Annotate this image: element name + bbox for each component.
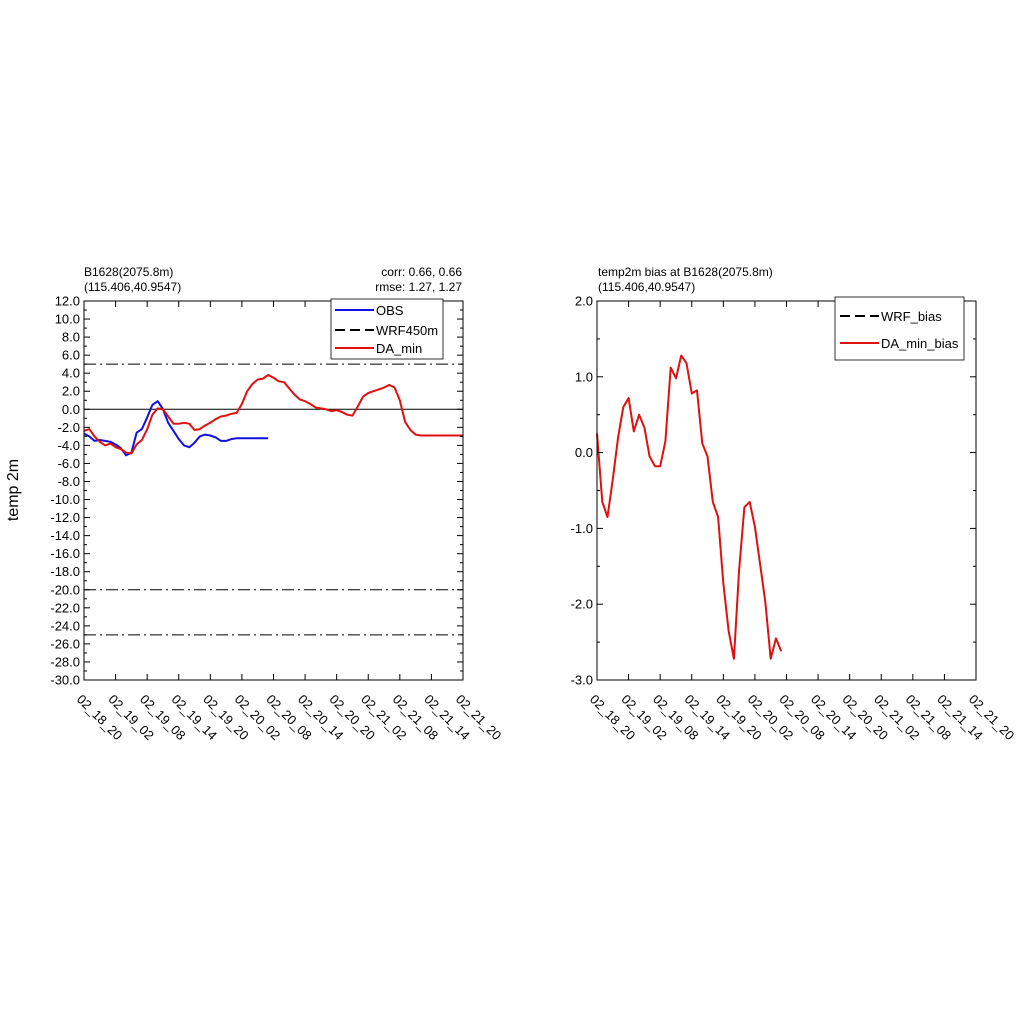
series-da-min-bias <box>596 354 783 660</box>
series-da-min <box>83 374 463 455</box>
y-tick-label: -2.0 <box>571 597 593 612</box>
y-tick-label: 0.0 <box>62 402 80 417</box>
y-tick-label: -18.0 <box>50 564 80 579</box>
y-tick-label: 8.0 <box>62 330 80 345</box>
legend-label-wrf-bias: WRF_bias <box>881 309 942 324</box>
y-axis-label: temp 2m <box>5 459 22 521</box>
legend-label-wrf450m: WRF450m <box>376 323 438 338</box>
y-tick-label: 1.0 <box>575 369 593 384</box>
y-tick-label: 4.0 <box>62 366 80 381</box>
y-tick-label: 0.0 <box>575 445 593 460</box>
y-tick-label: 12.0 <box>55 294 80 309</box>
y-tick-label: -26.0 <box>50 636 80 651</box>
header-left-line1: temp2m bias at B1628(2075.8m) <box>598 265 773 279</box>
y-tick-label: -22.0 <box>50 600 80 615</box>
header-right-rmse: rmse: 1.27, 1.27 <box>375 280 462 294</box>
y-tick-label: -14.0 <box>50 528 80 543</box>
y-tick-label: -12.0 <box>50 510 80 525</box>
y-tick-label: -4.0 <box>58 438 80 453</box>
reference-lines <box>84 363 463 636</box>
series-lines <box>83 374 463 457</box>
y-tick-label: -2.0 <box>58 420 80 435</box>
y-tick-label: -1.0 <box>571 521 593 536</box>
header-left-line2: (115.406,40.9547) <box>598 280 695 294</box>
legend-label-obs: OBS <box>376 303 404 318</box>
y-tick-label: -16.0 <box>50 546 80 561</box>
y-tick-label: 10.0 <box>55 312 80 327</box>
series-lines <box>596 354 783 660</box>
y-tick-label: -24.0 <box>50 618 80 633</box>
plot-frame <box>596 300 977 681</box>
y-tick-label: 2.0 <box>575 294 593 309</box>
legend: OBS WRF450m DA_min <box>330 298 444 360</box>
y-tick-label: 2.0 <box>62 384 80 399</box>
y-tick-label: -30.0 <box>50 673 80 688</box>
y-tick-label: -10.0 <box>50 492 80 507</box>
series-obs <box>83 400 269 457</box>
header-left-line1: B1628(2075.8m) <box>84 265 173 279</box>
y-tick-label: -28.0 <box>50 654 80 669</box>
header-left-line2: (115.406,40.9547) <box>84 280 181 294</box>
y-tick-label: -6.0 <box>58 456 80 471</box>
y-tick-label: -8.0 <box>58 474 80 489</box>
plot-frame <box>83 300 464 681</box>
y-axis-ticks: 12.0 10.0 8.0 6.0 4.0 2.0 0.0 -2.0 -4.0 -6.0 -8.0 -… <box>50 294 463 688</box>
y-tick-label: 6.0 <box>62 348 80 363</box>
legend-label-da-min-bias: DA_min_bias <box>881 336 959 351</box>
legend-box <box>834 296 965 361</box>
legend: WRF_bias DA_min_bias <box>834 296 965 361</box>
y-tick-label: -3.0 <box>571 673 593 688</box>
header-right-corr: corr: 0.66, 0.66 <box>381 265 462 279</box>
y-tick-label: -20.0 <box>50 582 80 597</box>
legend-label-da-min: DA_min <box>376 341 422 356</box>
